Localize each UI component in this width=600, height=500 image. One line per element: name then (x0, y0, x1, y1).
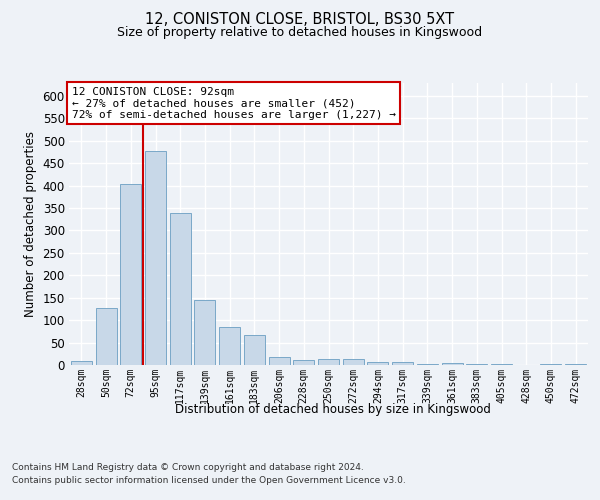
Bar (219, 327, 240, 365)
Y-axis label: Number of detached properties: Number of detached properties (24, 130, 37, 317)
Bar (269, 358, 290, 365)
Bar (392, 362, 413, 365)
Bar (491, 364, 512, 365)
Bar (95, 308, 116, 365)
Bar (71, 362, 92, 365)
Bar (442, 363, 463, 365)
Text: Size of property relative to detached houses in Kingswood: Size of property relative to detached ho… (118, 26, 482, 39)
Bar (145, 151, 166, 365)
Bar (244, 334, 265, 365)
Text: 12, CONISTON CLOSE, BRISTOL, BS30 5XT: 12, CONISTON CLOSE, BRISTOL, BS30 5XT (145, 12, 455, 28)
Text: Contains HM Land Registry data © Crown copyright and database right 2024.: Contains HM Land Registry data © Crown c… (12, 462, 364, 471)
Bar (194, 300, 215, 365)
Bar (343, 359, 364, 365)
Bar (170, 214, 191, 365)
Bar (293, 360, 314, 365)
Text: Distribution of detached houses by size in Kingswood: Distribution of detached houses by size … (175, 402, 491, 415)
Bar (318, 359, 339, 365)
Bar (466, 364, 487, 365)
Bar (367, 362, 388, 365)
Bar (565, 364, 586, 365)
Text: Contains public sector information licensed under the Open Government Licence v3: Contains public sector information licen… (12, 476, 406, 485)
Bar (541, 364, 562, 365)
Text: 12 CONISTON CLOSE: 92sqm
← 27% of detached houses are smaller (452)
72% of semi-: 12 CONISTON CLOSE: 92sqm ← 27% of detach… (71, 86, 395, 120)
Bar (417, 364, 438, 365)
Bar (120, 184, 141, 365)
